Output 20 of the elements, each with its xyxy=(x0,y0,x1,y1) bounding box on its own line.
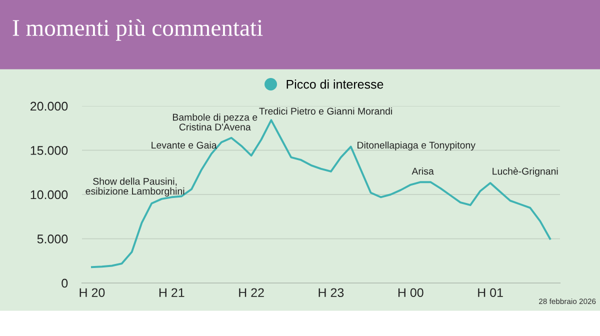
x-tick-label: H 21 xyxy=(159,288,184,297)
annotation: Arisa xyxy=(412,167,434,175)
annotation: Tredici Pietro e Gianni Morandi xyxy=(259,107,392,115)
x-tick-label: H 20 xyxy=(80,288,105,298)
x-tick-label: H 01 xyxy=(478,288,503,298)
x-tick-label: H 00 xyxy=(398,288,424,298)
y-tick-label: 15.000 xyxy=(30,146,68,155)
annotation: Show della Pausini, esibizione Lamborghini xyxy=(86,178,184,196)
y-tick-label: 0 xyxy=(62,278,68,288)
y-tick-label: 5.000 xyxy=(37,234,68,244)
legend-label: Picco di interesse xyxy=(286,80,384,89)
annotation: Bambole di pezza e Cristina D'Avena xyxy=(172,114,258,130)
x-tick-label: H 23 xyxy=(318,288,344,298)
y-tick-label: 10.000 xyxy=(30,190,68,200)
annotation: Ditonellapiaga e Tonypitony xyxy=(358,141,476,151)
chart-title: I momenti più commentati xyxy=(12,19,263,41)
annotation: Levante e Gaia xyxy=(152,141,217,149)
annotation: Luchè-Grignani xyxy=(492,167,558,177)
x-tick-label: H 22 xyxy=(239,288,264,297)
y-tick-label: 20.000 xyxy=(30,102,68,111)
